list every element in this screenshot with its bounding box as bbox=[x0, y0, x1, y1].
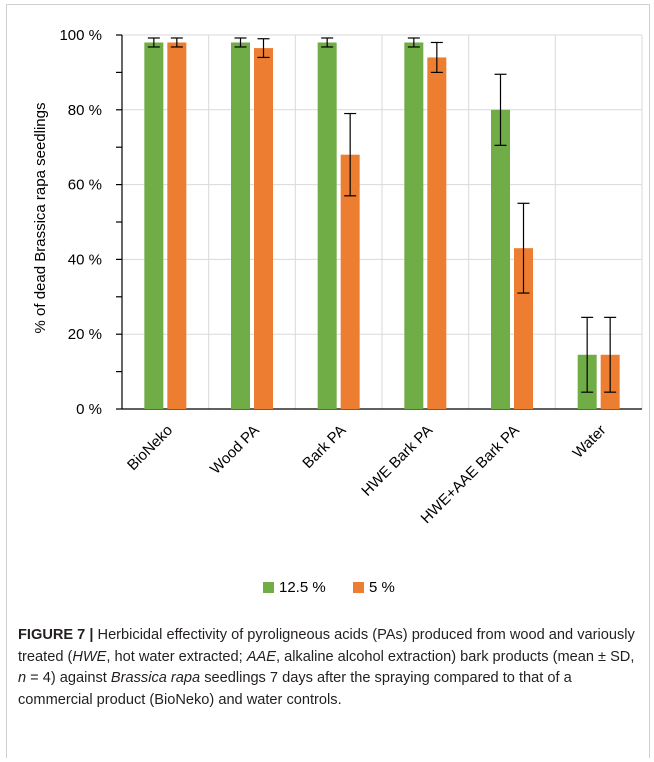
axes bbox=[116, 34, 642, 410]
caption-fragment: , alkaline alcohol extraction) bark prod… bbox=[275, 648, 635, 665]
bar-series1 bbox=[144, 42, 164, 409]
x-tick-label: HWE Bark PA bbox=[358, 422, 436, 500]
bar-series2 bbox=[427, 57, 447, 409]
y-tick-label: 100 % bbox=[59, 27, 102, 44]
x-tick-label: HWE+AAE Bark PA bbox=[418, 422, 523, 527]
grid-lines bbox=[122, 34, 643, 409]
caption-fragment: Brassica rapa bbox=[110, 670, 201, 686]
x-tick-label: Wood PA bbox=[207, 422, 263, 478]
caption-fragment: seedlings 7 days after the spraying comp… bbox=[18, 670, 572, 708]
bar-chart: 0 % 20 % 40 % 60 % 80 % 100 % BioNeko Wood PA Ba… bbox=[32, 27, 643, 596]
x-tick-label: Bark PA bbox=[299, 422, 349, 472]
caption-fragment: AAE bbox=[246, 648, 276, 665]
y-axis-label: % of dead Brassica rapa seedlings bbox=[32, 103, 49, 334]
y-tick-label: 40 % bbox=[68, 251, 102, 268]
legend-label: 5 % bbox=[369, 579, 395, 596]
y-tick-label: 20 % bbox=[68, 326, 102, 343]
caption-separator: | bbox=[89, 627, 94, 643]
legend-swatch bbox=[353, 582, 364, 593]
x-tick-label: Water bbox=[570, 422, 610, 462]
legend: 12.5 % 5 % bbox=[263, 579, 395, 596]
figure-caption: FIGURE 7 | Herbicidal effectivity of pyr… bbox=[18, 625, 638, 711]
bar-series2 bbox=[340, 154, 360, 409]
bar-series2 bbox=[514, 248, 533, 409]
legend-label: 12.5 % bbox=[279, 579, 326, 596]
caption-fragment: n bbox=[18, 670, 27, 686]
figure-label: FIGURE 7 bbox=[18, 627, 86, 643]
caption-fragment: = 4) against bbox=[26, 670, 111, 686]
bars bbox=[144, 42, 620, 410]
bar-series1 bbox=[404, 42, 424, 409]
bar-series2 bbox=[167, 42, 187, 409]
y-tick-label: 0 % bbox=[76, 401, 102, 418]
caption-fragment: HWE bbox=[72, 648, 107, 665]
bar-series1 bbox=[231, 42, 250, 409]
error-bars bbox=[147, 37, 617, 393]
figure-frame bbox=[6, 4, 650, 758]
legend-swatch bbox=[263, 582, 274, 593]
caption-fragment: Herbicidal effectivity of pyroligneous a… bbox=[18, 627, 635, 665]
bar-series1 bbox=[317, 42, 337, 409]
y-tick-label: 80 % bbox=[68, 102, 102, 119]
caption-text: Herbicidal effectivity of pyroligneous a… bbox=[18, 627, 635, 708]
caption-fragment: , hot water extracted; bbox=[106, 648, 247, 665]
y-tick-label: 60 % bbox=[68, 177, 102, 194]
bar-series2 bbox=[254, 48, 273, 410]
x-tick-label: BioNeko bbox=[124, 422, 176, 474]
bar-series1 bbox=[491, 109, 510, 410]
